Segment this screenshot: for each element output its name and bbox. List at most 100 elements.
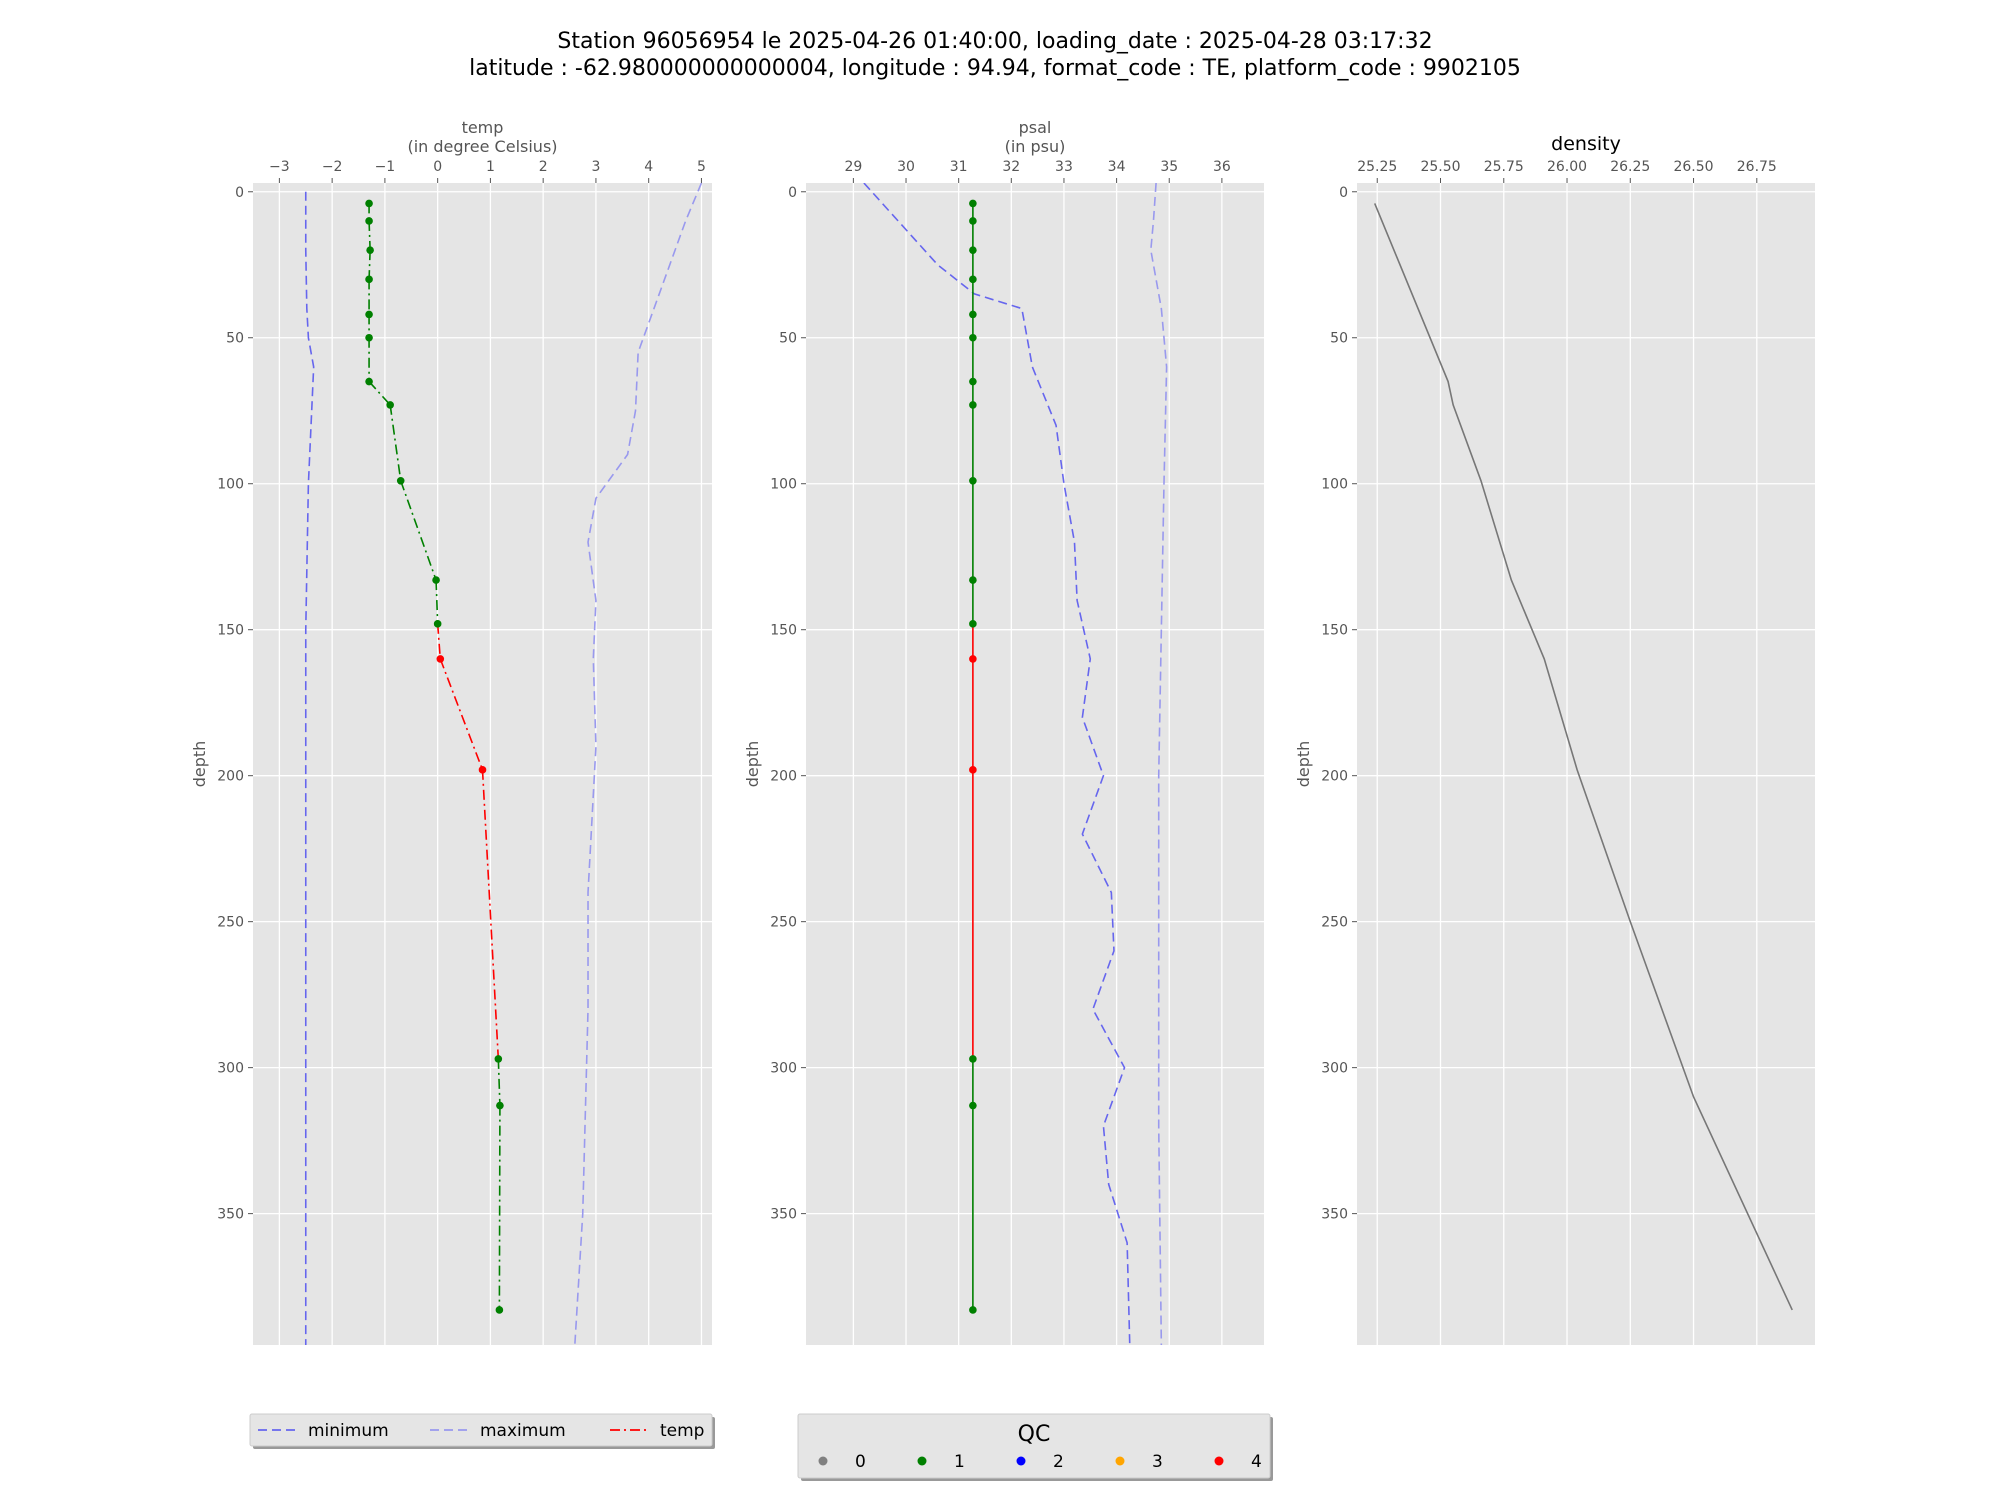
- qc-marker-0: [818, 1456, 828, 1466]
- temp-point: [478, 766, 487, 774]
- temp-point: [432, 576, 440, 584]
- temp-point: [366, 246, 374, 254]
- temp-segment: [389, 404, 402, 481]
- temp-point: [433, 620, 442, 628]
- qc-legend-title: QC: [1018, 1422, 1051, 1447]
- figure-title-line2: latitude : -62.980000000000004, longitud…: [469, 56, 1521, 81]
- temp-segment: [497, 1058, 501, 1106]
- x-tick-label: 33: [1055, 159, 1073, 175]
- x-tick-label: 35: [1160, 159, 1178, 175]
- temp-segment: [368, 380, 391, 406]
- psal-point: [969, 766, 977, 774]
- temp-point: [365, 275, 373, 284]
- temp-point: [365, 199, 373, 208]
- y-tick-label: 100: [1321, 477, 1348, 493]
- x-tick-label: 25.50: [1420, 159, 1460, 175]
- x-tick-label: 26.50: [1673, 159, 1713, 175]
- qc-marker-3: [1115, 1456, 1125, 1466]
- qc-legend-box: [797, 1413, 1271, 1479]
- x-tick-label: −3: [269, 159, 290, 175]
- temp-point: [365, 333, 373, 342]
- y-axis-label: depth: [743, 741, 762, 788]
- temp-segment: [368, 220, 371, 251]
- x-tick-label: 26.25: [1610, 159, 1650, 175]
- y-tick-label: 0: [788, 185, 797, 201]
- legend-box: [249, 1413, 713, 1447]
- x-tick-label: 25.75: [1484, 159, 1524, 175]
- psal-point: [969, 246, 977, 254]
- plot-area: [806, 183, 1264, 1345]
- y-tick-label: 200: [770, 769, 797, 785]
- psal-point: [969, 401, 977, 409]
- x-tick-label: 36: [1213, 159, 1231, 175]
- y-tick-label: 150: [770, 623, 797, 639]
- psal-point: [969, 199, 977, 208]
- maximum-line: [574, 183, 703, 1345]
- temp-segment: [399, 480, 437, 581]
- y-tick-label: 300: [1321, 1061, 1348, 1077]
- psal-point: [969, 377, 977, 386]
- temp-point: [365, 377, 373, 386]
- x-tick-label: 3: [591, 159, 600, 175]
- x-tick-label: 26.75: [1737, 159, 1777, 175]
- x-tick-label: 30: [897, 159, 915, 175]
- temp-segment: [498, 1105, 501, 1310]
- y-tick-label: 250: [1321, 915, 1348, 931]
- y-tick-label: 150: [217, 623, 244, 639]
- temp-segment: [435, 580, 439, 624]
- axis-title: psal: [1019, 118, 1052, 137]
- psal-point: [969, 476, 977, 485]
- y-tick-label: 100: [770, 477, 797, 493]
- y-tick-label: 250: [217, 915, 244, 931]
- y-tick-label: 300: [770, 1061, 797, 1077]
- x-tick-label: 29: [844, 159, 862, 175]
- plot-area: [1357, 183, 1815, 1345]
- axis-title: density: [1551, 133, 1621, 155]
- legend-label-maximum: maximum: [480, 1421, 566, 1441]
- psal-point: [969, 275, 977, 284]
- axis-title: temp: [462, 118, 504, 137]
- x-tick-label: 26.00: [1547, 159, 1587, 175]
- y-tick-label: 250: [770, 915, 797, 931]
- qc-marker-2: [1016, 1456, 1026, 1466]
- y-axis-label: depth: [1294, 741, 1313, 788]
- qc-label-3: 3: [1152, 1452, 1163, 1472]
- y-tick-label: 150: [1321, 623, 1348, 639]
- qc-label-1: 1: [954, 1452, 965, 1472]
- legend-label-minimum: minimum: [308, 1421, 389, 1441]
- qc-marker-4: [1214, 1456, 1224, 1466]
- y-tick-label: 350: [1321, 1207, 1348, 1223]
- temp-point: [496, 1101, 504, 1110]
- psal-point: [969, 217, 977, 225]
- qc-marker-1: [917, 1456, 927, 1466]
- line-legend: minimum maximum temp: [249, 1413, 715, 1449]
- temp-point: [386, 401, 394, 409]
- y-tick-label: 200: [217, 769, 244, 785]
- plot-area: [253, 183, 712, 1345]
- x-tick-label: 0: [433, 159, 442, 175]
- psal-point: [969, 1306, 977, 1314]
- y-tick-label: 350: [770, 1207, 797, 1223]
- y-tick-label: 50: [226, 331, 244, 347]
- psal-point: [969, 1055, 977, 1063]
- psal-point: [969, 620, 977, 628]
- psal-panel: 29 30 31 32 33 34 35 36 0 50 100 150 200 250 300 350 psa…: [743, 118, 1264, 1345]
- temp-point: [494, 1055, 503, 1063]
- temp-segment: [436, 623, 442, 659]
- density-line: [1373, 203, 1793, 1311]
- y-tick-label: 0: [1339, 185, 1348, 201]
- psal-point: [969, 655, 977, 663]
- figure-title-line1: Station 96056954 le 2025-04-26 01:40:00,…: [557, 29, 1432, 54]
- x-tick-label: 4: [644, 159, 653, 175]
- y-tick-label: 0: [235, 185, 244, 201]
- x-tick-label: 34: [1108, 159, 1126, 175]
- x-tick-label: 2: [539, 159, 548, 175]
- maximum-line: [1150, 183, 1168, 1345]
- x-tick-label: 5: [697, 159, 706, 175]
- qc-label-0: 0: [855, 1452, 866, 1472]
- minimum-line: [863, 183, 1131, 1345]
- temp-segment: [481, 769, 500, 1059]
- density-panel: 25.25 25.50 25.75 26.00 26.25 26.50 26.75 0 50 10…: [1294, 133, 1815, 1345]
- x-tick-label: 25.25: [1357, 159, 1397, 175]
